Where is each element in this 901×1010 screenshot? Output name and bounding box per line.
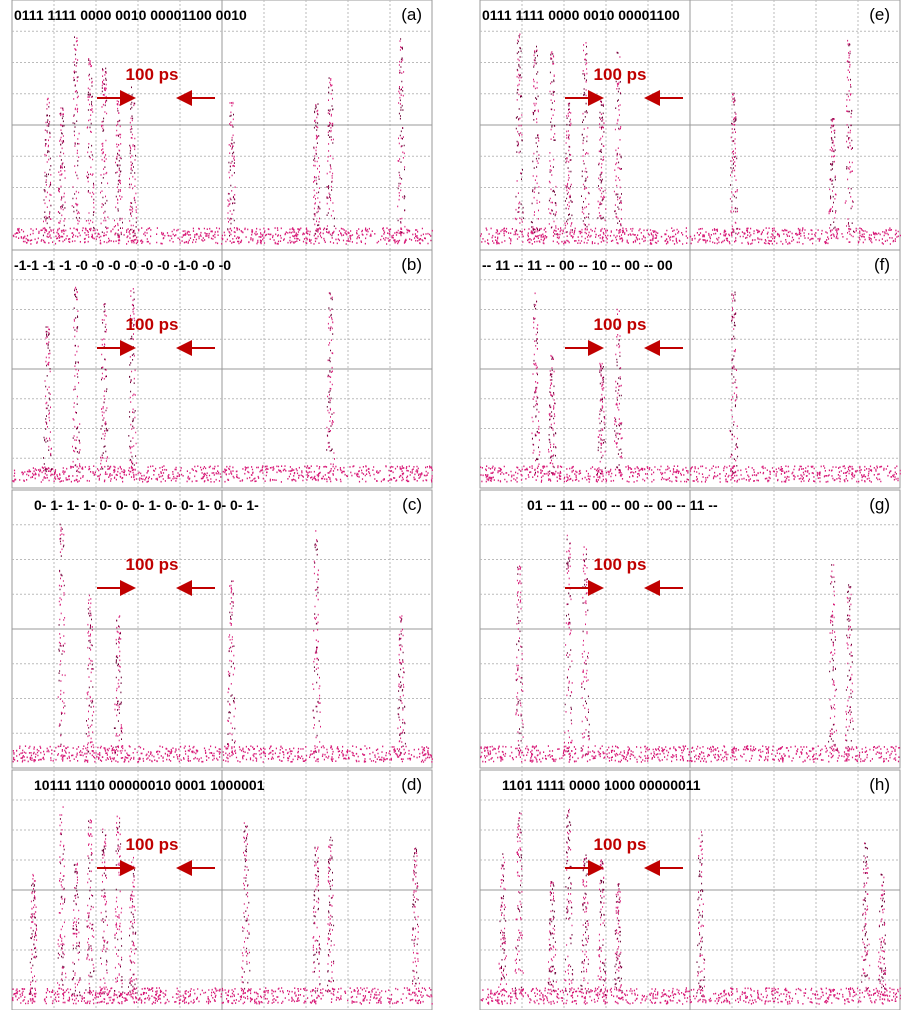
panel-label: (c): [402, 495, 422, 514]
bit-pattern: -- 11 -- 11 -- 00 -- 10 -- 00 -- 00: [482, 257, 673, 273]
figure: 0111 1111 0000 0010 00001100 0010 (a) 100 …: [0, 0, 901, 1010]
bit-pattern: 10111 1110 00000010 0001 1000001: [34, 777, 265, 793]
panel: -- 11 -- 11 -- 00 -- 10 -- 00 -- 00 (f) 10…: [480, 250, 901, 488]
panel-label: (a): [401, 5, 422, 24]
panel: 10111 1110 00000010 0001 1000001 (d) 100 p…: [12, 770, 433, 1010]
bit-pattern: 0111 1111 0000 0010 00001100 0010: [14, 7, 247, 23]
time-annotation: 100 ps: [126, 835, 179, 854]
panel: 01 -- 11 -- 00 -- 00 -- 00 -- 11 -- (g) 10…: [480, 490, 900, 768]
bit-pattern: 0- 1- 1- 1- 0- 0- 0- 1- 0- 0- 1- 0- 0- 1…: [34, 497, 259, 513]
time-annotation: 100 ps: [126, 315, 179, 334]
panel-label: (f): [874, 255, 890, 274]
bit-pattern: 0111 1111 0000 0010 00001100: [482, 7, 680, 23]
time-annotation: 100 ps: [594, 835, 647, 854]
panel-label: (d): [401, 775, 422, 794]
time-annotation: 100 ps: [594, 315, 647, 334]
time-annotation: 100 ps: [126, 555, 179, 574]
panel: 1101 1111 0000 1000 00000011 (h) 100 ps: [480, 770, 901, 1010]
bit-pattern: 01 -- 11 -- 00 -- 00 -- 00 -- 11 --: [527, 497, 718, 513]
time-annotation: 100 ps: [126, 65, 179, 84]
panel: 0- 1- 1- 1- 0- 0- 0- 1- 0- 0- 1- 0- 0- 1…: [12, 490, 433, 768]
panel-label: (g): [869, 495, 890, 514]
bit-pattern: 1101 1111 0000 1000 00000011: [502, 777, 701, 793]
panel: 0111 1111 0000 0010 00001100 0010 (a) 100 …: [12, 0, 433, 250]
panel-label: (e): [869, 5, 890, 24]
panel: 0111 1111 0000 0010 00001100 (e) 100 ps: [480, 0, 901, 250]
panel: -1-1 -1 -1 -0 -0 -0 -0 -0 -0 -1-0 -0 -0 (…: [12, 250, 433, 488]
bit-pattern: -1-1 -1 -1 -0 -0 -0 -0 -0 -0 -1-0 -0 -0: [14, 257, 231, 273]
panel-label: (h): [869, 775, 890, 794]
time-annotation: 100 ps: [594, 555, 647, 574]
time-annotation: 100 ps: [594, 65, 647, 84]
panel-label: (b): [401, 255, 422, 274]
